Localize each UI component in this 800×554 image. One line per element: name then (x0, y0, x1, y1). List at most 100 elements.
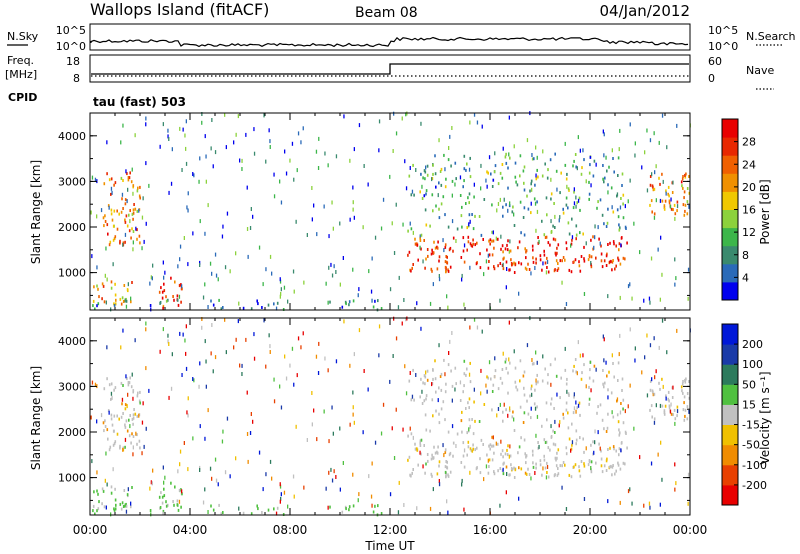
velocity-cell (471, 449, 474, 453)
power-cell (432, 172, 434, 176)
velocity-cell (583, 450, 585, 454)
power-noise (538, 239, 540, 244)
velocity-cell (514, 380, 517, 384)
velocity-cell (541, 379, 544, 383)
velocity-noise (106, 482, 108, 487)
power-cell (98, 295, 100, 299)
velocity-cell (513, 476, 516, 479)
power-cell (424, 266, 426, 270)
velocity-cell (445, 460, 447, 463)
velocity-cell (132, 389, 135, 393)
velocity-noise (302, 331, 304, 336)
power-cell (517, 246, 519, 250)
velocity-noise (204, 436, 206, 441)
velocity-cell (491, 458, 494, 462)
velocity-noise (488, 360, 491, 365)
power-cell (462, 185, 464, 189)
velocity-cell (421, 402, 424, 405)
power-cell (528, 268, 531, 271)
velocity-cell (445, 475, 447, 479)
power-cell (652, 188, 655, 192)
velocity-noise (250, 412, 252, 416)
velocity-cell (653, 392, 656, 396)
velocity-noise (362, 430, 364, 435)
power-noise (419, 245, 421, 250)
power-cell (544, 261, 547, 265)
velocity-noise (660, 440, 662, 445)
power-noise (253, 127, 255, 132)
velocity-cell (562, 412, 564, 416)
velocity-noise (577, 340, 579, 345)
power-noise (237, 114, 239, 119)
colorbar-tick-label: 50 (742, 378, 756, 391)
velocity-noise (665, 396, 667, 401)
power-noise (619, 295, 621, 300)
velocity-noise (265, 364, 267, 369)
power-cell (504, 155, 507, 159)
power-noise (518, 291, 520, 296)
power-cell (444, 245, 447, 249)
velocity-cell (120, 507, 123, 511)
power-cell (603, 180, 605, 184)
y-tick-label: 3000 (58, 380, 86, 393)
velocity-cell (600, 457, 603, 461)
velocity-cell (568, 437, 571, 441)
power-cell (479, 252, 481, 256)
power-noise (561, 280, 563, 285)
velocity-noise (575, 400, 577, 405)
power-cell (582, 232, 584, 236)
power-cell (512, 205, 514, 209)
power-cell (493, 265, 495, 269)
velocity-noise (145, 426, 147, 431)
velocity-noise (419, 450, 421, 455)
power-cell (514, 161, 517, 165)
velocity-cell (536, 373, 538, 377)
power-noise (530, 271, 532, 276)
power-cell (163, 289, 166, 293)
power-noise (349, 158, 351, 163)
power-cell (665, 189, 667, 193)
velocity-cell (618, 447, 621, 451)
velocity-cell (103, 505, 106, 509)
velocity-cell (124, 407, 127, 411)
velocity-noise (202, 500, 205, 505)
power-cell (513, 271, 516, 274)
power-noise (495, 236, 497, 241)
power-cell (471, 244, 474, 248)
velocity-cell (131, 486, 133, 489)
power-noise (186, 205, 188, 210)
velocity-cell (114, 487, 116, 491)
velocity-noise (594, 440, 596, 445)
power-cell (626, 241, 628, 245)
velocity-noise (268, 333, 270, 338)
velocity-noise (342, 461, 344, 465)
power-cell (596, 206, 598, 210)
velocity-cell (267, 508, 270, 512)
power-cell (422, 176, 424, 180)
power-noise (485, 259, 488, 264)
power-noise (280, 287, 282, 292)
power-noise (252, 214, 254, 219)
velocity-noise (371, 503, 373, 508)
power-cell (550, 197, 552, 201)
power-cell (649, 183, 652, 187)
velocity-noise (655, 369, 657, 374)
power-cell (132, 211, 135, 215)
velocity-cell (461, 430, 463, 434)
power-cell (670, 207, 673, 211)
power-noise (258, 245, 261, 250)
power-noise (530, 201, 532, 206)
velocity-cell (424, 382, 426, 386)
velocity-cell (167, 503, 169, 507)
power-noise (486, 184, 488, 189)
velocity-noise (145, 321, 147, 326)
power-cell (482, 238, 484, 241)
power-noise (363, 164, 365, 168)
velocity-cell (500, 452, 502, 456)
power-cell (668, 199, 671, 203)
power-cell (605, 254, 608, 258)
power-noise (415, 168, 417, 172)
velocity-cell (547, 373, 549, 377)
velocity-noise (204, 487, 206, 492)
power-noise (531, 187, 533, 192)
